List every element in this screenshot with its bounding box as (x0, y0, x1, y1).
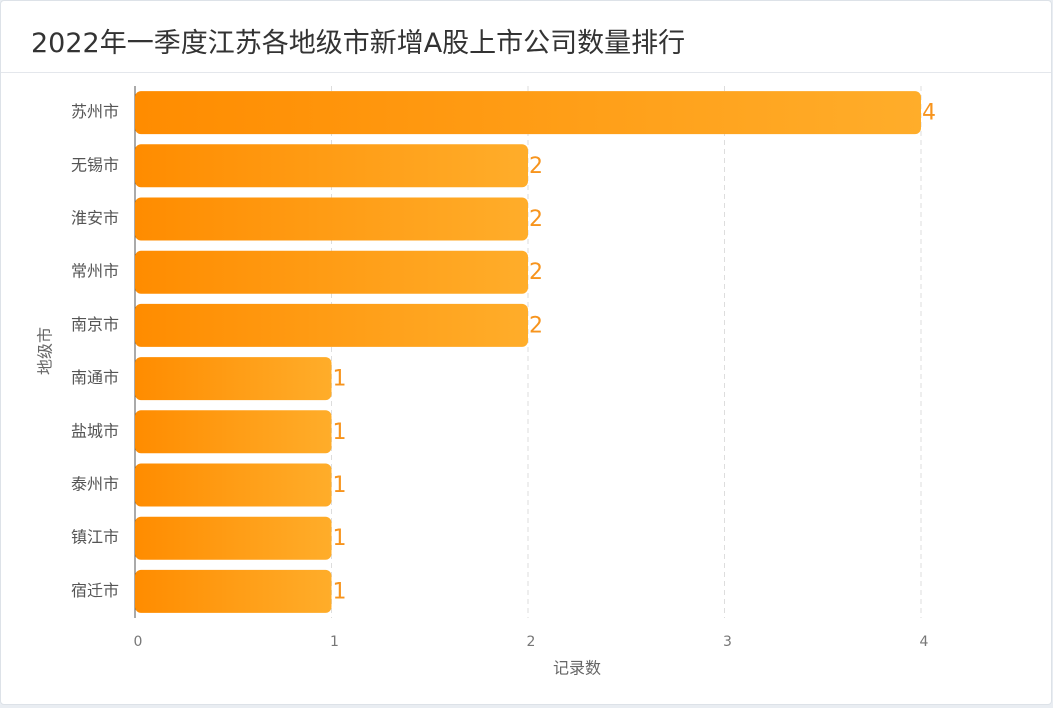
bar (135, 250, 528, 294)
card-header: 2022年一季度江苏各地级市新增A股上市公司数量排行 (1, 1, 1051, 73)
bar (135, 569, 332, 613)
bar (135, 516, 332, 560)
value-label: 2 (529, 313, 543, 338)
value-label: 1 (333, 473, 347, 498)
bar (135, 197, 528, 241)
y-tick-label: 镇江市 (71, 528, 119, 547)
y-tick-label: 盐城市 (71, 421, 119, 440)
y-tick-label: 苏州市 (71, 102, 119, 121)
bar (135, 410, 332, 454)
y-axis-label: 地级市 (36, 327, 55, 375)
y-tick-label: 南京市 (71, 315, 119, 334)
x-tick-label: 0 (134, 634, 143, 650)
x-tick-label: 4 (920, 634, 929, 650)
y-tick-label: 泰州市 (71, 475, 119, 494)
bar (135, 91, 921, 135)
y-tick-label: 无锡市 (71, 155, 119, 174)
value-label: 1 (333, 420, 347, 445)
value-label: 2 (529, 154, 543, 179)
value-label: 1 (333, 526, 347, 551)
y-tick-label: 南通市 (71, 368, 119, 387)
value-label: 2 (529, 207, 543, 232)
y-tick-label: 淮安市 (71, 209, 119, 228)
bar (135, 357, 332, 401)
value-label: 2 (529, 260, 543, 285)
x-axis-label: 记录数 (553, 659, 601, 678)
bar (135, 144, 528, 188)
value-label: 1 (333, 579, 347, 604)
chart-title: 2022年一季度江苏各地级市新增A股上市公司数量排行 (31, 28, 686, 59)
x-tick-label: 3 (723, 634, 732, 650)
value-label: 4 (922, 101, 936, 126)
x-tick-label: 2 (527, 634, 536, 650)
x-tick-label: 1 (330, 634, 339, 650)
y-tick-label: 常州市 (71, 262, 119, 281)
bar (135, 303, 528, 347)
value-label: 1 (333, 367, 347, 392)
bar (135, 463, 332, 507)
y-tick-label: 宿迁市 (71, 581, 119, 600)
